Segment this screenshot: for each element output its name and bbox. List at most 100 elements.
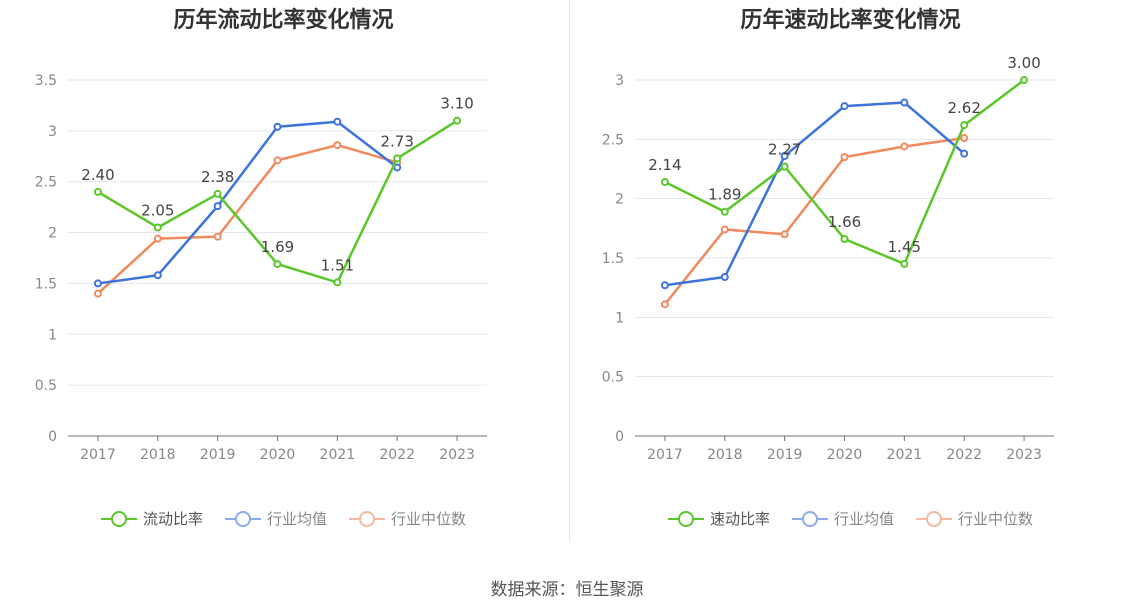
data-point[interactable]: [453, 116, 462, 125]
data-point[interactable]: [780, 230, 789, 239]
data-point[interactable]: [720, 207, 729, 216]
data-point[interactable]: [660, 178, 669, 187]
data-point[interactable]: [720, 225, 729, 234]
data-point[interactable]: [660, 300, 669, 309]
data-label: 2.40: [81, 166, 114, 184]
x-tick-label: 2022: [379, 447, 415, 463]
data-point[interactable]: [960, 149, 969, 158]
current-ratio-chart: 0 0.5 1 1.5 2 2.5 3 3.5 2017 2018 2019 2020 2021 2022…: [35, 73, 487, 463]
data-point[interactable]: [840, 153, 849, 162]
legend-item-current-ratio[interactable]: 流动比率: [100, 508, 203, 529]
data-point[interactable]: [840, 235, 849, 244]
legend-item-industry-median[interactable]: 行业中位数: [349, 508, 466, 529]
data-point[interactable]: [960, 121, 969, 130]
legend-label: 行业均值: [833, 510, 894, 528]
y-tick-label: 1.5: [602, 251, 624, 267]
panel-divider: [569, 0, 570, 542]
data-point[interactable]: [900, 142, 909, 151]
chart-title: 历年速动比率变化情况: [740, 8, 961, 33]
quick-ratio-chart: 0 0.5 1 1.5 2 2.5 3 2017 2018 2019 2020 2021 2022 202…: [602, 54, 1054, 463]
y-tick-label: 3.5: [35, 73, 57, 89]
legend-item-industry-mean[interactable]: 行业均值: [791, 508, 894, 529]
x-tick-label: 2020: [827, 447, 863, 463]
x-tick-label: 2023: [439, 447, 475, 463]
x-tick-label: 2023: [1006, 447, 1042, 463]
data-label: 3.00: [1007, 54, 1040, 72]
x-tick-label: 2018: [707, 447, 743, 463]
data-point[interactable]: [660, 281, 669, 290]
legend-item-industry-mean[interactable]: 行业均值: [224, 508, 327, 529]
y-tick-label: 2.5: [35, 175, 57, 191]
data-point[interactable]: [960, 134, 969, 143]
data-point[interactable]: [333, 117, 342, 126]
current-ratio-panel: 历年流动比率变化情况 0 0.5 1 1.5 2 2.5 3 3.5 2017 2018 2019 2…: [0, 0, 567, 560]
data-point[interactable]: [1020, 76, 1029, 84]
data-point[interactable]: [720, 272, 729, 281]
data-point[interactable]: [153, 271, 162, 280]
data-point[interactable]: [393, 163, 402, 172]
legend-marker-icon: [100, 510, 137, 527]
x-tick-label: 2019: [200, 447, 236, 463]
series-line: [97, 120, 398, 285]
y-tick-label: 0: [615, 429, 624, 445]
x-tick-label: 2019: [767, 447, 803, 463]
x-tick-label: 2021: [320, 447, 356, 463]
data-label: 1.66: [828, 213, 861, 231]
y-tick-label: 1: [615, 310, 624, 326]
series-line: [664, 101, 966, 287]
data-point[interactable]: [900, 98, 909, 107]
data-label: 2.14: [648, 156, 681, 174]
x-tick-label: 2017: [80, 447, 116, 463]
y-tick-label: 1.5: [35, 276, 57, 292]
legend: 流动比率 行业均值 行业中位数: [0, 508, 567, 529]
data-point[interactable]: [840, 102, 849, 111]
data-point[interactable]: [213, 232, 222, 241]
data-label: 1.51: [321, 256, 354, 274]
series-line: [663, 136, 965, 306]
data-source-note: 数据来源：恒生聚源: [490, 580, 644, 600]
legend-marker-icon: [667, 510, 704, 527]
data-label: 2.27: [768, 141, 801, 159]
data-label: 1.69: [261, 238, 294, 256]
chart-title: 历年流动比率变化情况: [173, 8, 394, 33]
y-tick-label: 0.5: [602, 370, 624, 386]
data-label: 1.89: [708, 186, 741, 204]
legend-marker-icon: [791, 510, 828, 527]
data-point[interactable]: [213, 189, 222, 198]
data-label: 2.73: [381, 132, 414, 150]
y-tick-label: 0: [48, 429, 57, 445]
data-point[interactable]: [333, 278, 342, 287]
legend: 速动比率 行业均值 行业中位数: [567, 508, 1134, 529]
x-tick-label: 2018: [140, 447, 176, 463]
data-point[interactable]: [393, 154, 402, 163]
data-point[interactable]: [900, 259, 909, 268]
data-label: 2.62: [948, 99, 981, 117]
legend-item-industry-median[interactable]: 行业中位数: [916, 508, 1033, 529]
data-point[interactable]: [273, 156, 282, 165]
series-line: [97, 143, 398, 295]
data-point[interactable]: [153, 223, 162, 232]
data-point[interactable]: [93, 279, 102, 288]
data-point[interactable]: [93, 187, 102, 196]
data-point[interactable]: [333, 141, 342, 150]
x-tick-label: 2022: [946, 447, 982, 463]
data-point[interactable]: [780, 151, 789, 160]
data-label: 1.45: [888, 238, 921, 256]
legend-marker-icon: [916, 510, 952, 527]
legend-label: 行业中位数: [391, 510, 467, 528]
x-tick-label: 2021: [887, 447, 923, 463]
y-tick-label: 2.5: [602, 132, 624, 148]
data-point[interactable]: [153, 234, 162, 243]
data-point[interactable]: [273, 260, 282, 269]
legend-marker-icon: [224, 510, 261, 527]
data-point[interactable]: [93, 289, 102, 298]
y-tick-label: 1: [48, 327, 57, 343]
data-point[interactable]: [780, 162, 789, 171]
legend-item-quick-ratio[interactable]: 速动比率: [667, 508, 770, 529]
data-label: 2.05: [141, 201, 174, 219]
x-tick-label: 2017: [647, 447, 683, 463]
data-point[interactable]: [213, 202, 222, 211]
y-tick-label: 2: [48, 226, 57, 242]
data-point[interactable]: [273, 122, 282, 131]
y-tick-label: 3: [615, 73, 624, 89]
